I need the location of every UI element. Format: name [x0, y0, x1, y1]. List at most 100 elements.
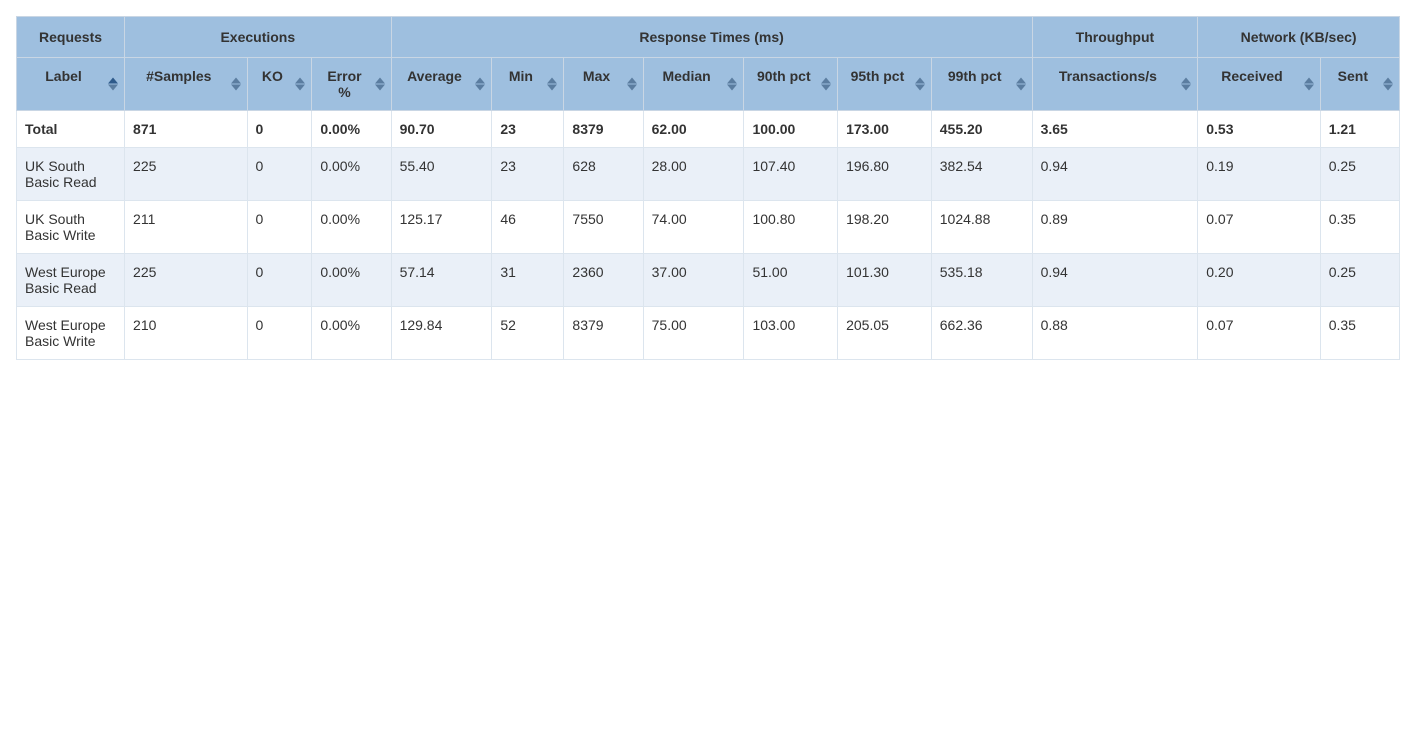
cell-tps: 0.94: [1032, 148, 1198, 201]
cell-min: 31: [492, 254, 564, 307]
cell-ko: 0: [247, 148, 312, 201]
cell-median: 62.00: [643, 111, 744, 148]
table-row-total: Total87100.00%90.7023837962.00100.00173.…: [17, 111, 1400, 148]
cell-received: 0.19: [1198, 148, 1320, 201]
cell-sent: 0.25: [1320, 254, 1399, 307]
cell-p99: 662.36: [931, 307, 1032, 360]
cell-average: 90.70: [391, 111, 492, 148]
cell-received: 0.20: [1198, 254, 1320, 307]
cell-received: 0.07: [1198, 201, 1320, 254]
col-sent[interactable]: Sent: [1320, 58, 1399, 111]
stats-table: Requests Executions Response Times (ms) …: [16, 16, 1400, 360]
cell-label: UK South Basic Read: [17, 148, 125, 201]
col-p95[interactable]: 95th pct: [838, 58, 932, 111]
group-header-row: Requests Executions Response Times (ms) …: [17, 17, 1400, 58]
cell-label: UK South Basic Write: [17, 201, 125, 254]
col-error-text: Error %: [327, 68, 361, 100]
table-row: UK South Basic Read22500.00%55.402362828…: [17, 148, 1400, 201]
cell-p99: 1024.88: [931, 201, 1032, 254]
sort-icon: [475, 78, 485, 91]
sort-icon: [547, 78, 557, 91]
cell-min: 46: [492, 201, 564, 254]
cell-sent: 1.21: [1320, 111, 1399, 148]
col-max[interactable]: Max: [564, 58, 643, 111]
table-row: West Europe Basic Write21000.00%129.8452…: [17, 307, 1400, 360]
cell-p95: 173.00: [838, 111, 932, 148]
col-p90-text: 90th pct: [757, 68, 811, 84]
cell-max: 8379: [564, 307, 643, 360]
cell-samples: 211: [125, 201, 247, 254]
cell-p90: 107.40: [744, 148, 838, 201]
cell-ko: 0: [247, 254, 312, 307]
col-ko-text: KO: [262, 68, 283, 84]
cell-samples: 871: [125, 111, 247, 148]
sort-icon: [915, 78, 925, 91]
group-response-times: Response Times (ms): [391, 17, 1032, 58]
table-header: Requests Executions Response Times (ms) …: [17, 17, 1400, 111]
cell-p99: 382.54: [931, 148, 1032, 201]
group-requests: Requests: [17, 17, 125, 58]
table-row: UK South Basic Write21100.00%125.1746755…: [17, 201, 1400, 254]
sort-icon: [375, 78, 385, 91]
cell-median: 28.00: [643, 148, 744, 201]
table-row: West Europe Basic Read22500.00%57.143123…: [17, 254, 1400, 307]
col-received-text: Received: [1221, 68, 1282, 84]
cell-p95: 101.30: [838, 254, 932, 307]
cell-average: 129.84: [391, 307, 492, 360]
col-tps-text: Transactions/s: [1059, 68, 1157, 84]
cell-received: 0.53: [1198, 111, 1320, 148]
cell-error: 0.00%: [312, 254, 391, 307]
cell-average: 57.14: [391, 254, 492, 307]
group-executions: Executions: [125, 17, 392, 58]
cell-median: 37.00: [643, 254, 744, 307]
cell-label: West Europe Basic Write: [17, 307, 125, 360]
cell-p90: 100.00: [744, 111, 838, 148]
cell-samples: 210: [125, 307, 247, 360]
col-p90[interactable]: 90th pct: [744, 58, 838, 111]
cell-sent: 0.35: [1320, 201, 1399, 254]
cell-tps: 0.94: [1032, 254, 1198, 307]
cell-tps: 0.89: [1032, 201, 1198, 254]
cell-max: 7550: [564, 201, 643, 254]
cell-label: Total: [17, 111, 125, 148]
col-error[interactable]: Error %: [312, 58, 391, 111]
cell-p90: 51.00: [744, 254, 838, 307]
table-body: Total87100.00%90.7023837962.00100.00173.…: [17, 111, 1400, 360]
column-header-row: Label #Samples KO Error % Average Min Ma…: [17, 58, 1400, 111]
col-tps[interactable]: Transactions/s: [1032, 58, 1198, 111]
col-samples[interactable]: #Samples: [125, 58, 247, 111]
col-ko[interactable]: KO: [247, 58, 312, 111]
cell-average: 125.17: [391, 201, 492, 254]
sort-icon: [627, 78, 637, 91]
col-sent-text: Sent: [1338, 68, 1368, 84]
col-p95-text: 95th pct: [851, 68, 905, 84]
sort-icon: [108, 78, 118, 91]
col-min[interactable]: Min: [492, 58, 564, 111]
sort-icon: [1181, 78, 1191, 91]
cell-max: 2360: [564, 254, 643, 307]
cell-error: 0.00%: [312, 307, 391, 360]
col-received[interactable]: Received: [1198, 58, 1320, 111]
col-median-text: Median: [662, 68, 710, 84]
cell-error: 0.00%: [312, 111, 391, 148]
cell-min: 23: [492, 111, 564, 148]
col-label[interactable]: Label: [17, 58, 125, 111]
cell-p95: 198.20: [838, 201, 932, 254]
cell-median: 75.00: [643, 307, 744, 360]
col-average[interactable]: Average: [391, 58, 492, 111]
sort-icon: [1016, 78, 1026, 91]
cell-p99: 535.18: [931, 254, 1032, 307]
cell-min: 52: [492, 307, 564, 360]
sort-icon: [231, 78, 241, 91]
col-median[interactable]: Median: [643, 58, 744, 111]
col-p99[interactable]: 99th pct: [931, 58, 1032, 111]
cell-sent: 0.25: [1320, 148, 1399, 201]
col-max-text: Max: [583, 68, 610, 84]
cell-samples: 225: [125, 254, 247, 307]
col-p99-text: 99th pct: [948, 68, 1002, 84]
col-average-text: Average: [407, 68, 462, 84]
cell-p95: 205.05: [838, 307, 932, 360]
cell-samples: 225: [125, 148, 247, 201]
cell-max: 8379: [564, 111, 643, 148]
group-throughput: Throughput: [1032, 17, 1198, 58]
